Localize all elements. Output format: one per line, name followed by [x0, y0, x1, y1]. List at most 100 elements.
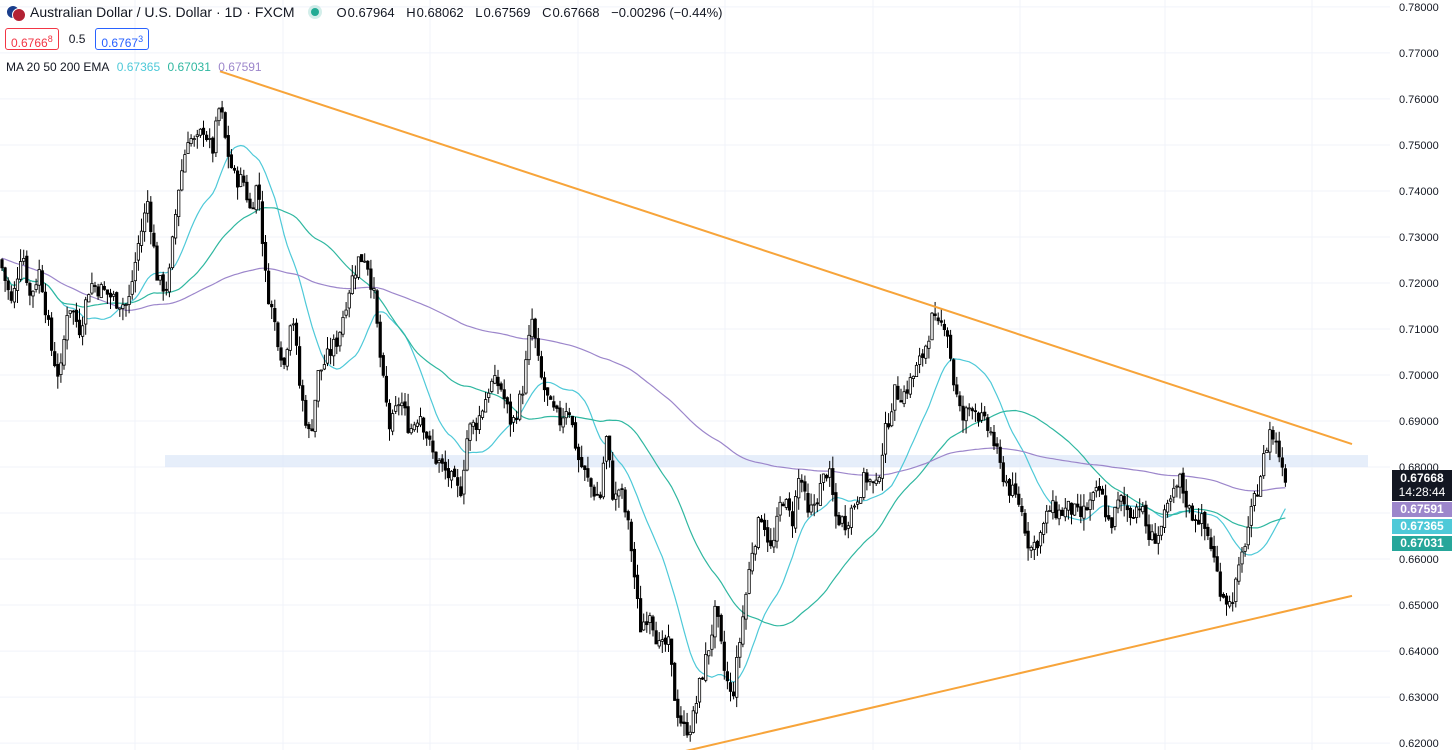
candle	[1048, 505, 1052, 512]
candle	[874, 472, 878, 487]
candle-body	[1268, 429, 1272, 453]
candle	[1144, 500, 1148, 534]
candle	[12, 281, 16, 309]
candle	[84, 296, 88, 335]
candle-body	[648, 615, 652, 623]
candle	[381, 352, 385, 378]
candle-body	[471, 421, 475, 427]
candle-body	[716, 606, 720, 617]
candle-body	[1240, 551, 1244, 565]
candle-body	[896, 385, 900, 400]
candle	[15, 266, 20, 304]
candle-body	[840, 516, 844, 524]
candle-body	[945, 330, 950, 337]
chart-grid	[0, 0, 1390, 750]
candle	[995, 437, 999, 454]
candle	[390, 409, 395, 436]
candle-body	[459, 486, 463, 497]
candle-body	[834, 492, 838, 517]
candle-body	[818, 483, 823, 506]
candle-body	[381, 355, 385, 376]
candle	[852, 503, 857, 510]
candle	[288, 324, 292, 356]
candle-body	[670, 638, 674, 665]
y-tick-label: 0.71000	[1399, 324, 1439, 336]
candle	[31, 290, 35, 308]
candle	[415, 419, 420, 433]
candle	[970, 406, 974, 420]
candle-body	[1135, 506, 1139, 518]
candle	[65, 306, 69, 350]
candle-body	[747, 569, 751, 594]
ema200-line	[1, 257, 1286, 492]
candle-body	[1007, 479, 1012, 496]
candle-body	[502, 389, 506, 399]
candle	[118, 307, 122, 317]
candle-body	[68, 310, 72, 314]
candle	[387, 399, 392, 441]
ask-price: 0.6767	[101, 36, 139, 50]
candle	[1119, 493, 1123, 512]
candle	[338, 331, 342, 352]
last-price-tag: 0.67668 14:28:44	[1392, 470, 1452, 501]
candle	[1029, 545, 1033, 558]
candle	[828, 460, 832, 487]
candle-body	[394, 405, 398, 412]
candle	[158, 275, 162, 286]
candlesticks	[0, 100, 1287, 742]
candle	[583, 465, 587, 481]
candle-body	[297, 346, 302, 386]
ma-legend[interactable]: MA 20 50 200 EMA 0.67365 0.67031 0.67591	[6, 60, 266, 74]
buy-button[interactable]: 0.67673	[95, 28, 150, 50]
candle-body	[530, 318, 534, 338]
sell-button[interactable]: 0.67668	[5, 28, 59, 50]
candle-body	[967, 407, 971, 410]
candle	[1069, 502, 1074, 525]
candle-body	[170, 236, 175, 269]
candle	[530, 308, 534, 341]
candle-body	[924, 345, 928, 359]
candle-body	[1156, 535, 1160, 544]
candle-body	[1011, 484, 1015, 496]
candle	[645, 611, 649, 633]
candle-body	[96, 286, 100, 297]
candle-body	[480, 410, 485, 418]
candle-body	[152, 232, 156, 247]
candle-body	[87, 294, 91, 303]
candle-body	[257, 184, 261, 200]
candle	[989, 426, 993, 436]
trendlines[interactable]	[219, 70, 1353, 750]
close-label: C	[542, 4, 552, 20]
candle	[660, 630, 664, 653]
candle	[152, 224, 156, 249]
candle	[933, 301, 937, 321]
candle-body	[335, 337, 339, 347]
candle-body	[620, 488, 624, 491]
candle-body	[99, 284, 103, 299]
candle-body	[1193, 519, 1198, 521]
candle	[201, 120, 206, 147]
market-status-icon[interactable]	[310, 8, 319, 16]
candle-body	[759, 518, 764, 523]
price-axis[interactable]: 0.78000 0.77000 0.76000 0.75000 0.74000 0.730…	[1399, 2, 1439, 750]
candle	[353, 265, 358, 290]
candle-body	[573, 422, 578, 449]
candle-body	[660, 639, 664, 642]
candle	[518, 390, 522, 422]
candle-body	[198, 128, 202, 136]
candle-body	[874, 479, 878, 485]
symbol-title[interactable]: Australian Dollar / U.S. Dollar · 1D · F…	[30, 4, 295, 20]
candle	[1042, 521, 1046, 544]
support-resistance-zone[interactable]	[165, 455, 1368, 468]
candle	[443, 450, 447, 480]
candle	[102, 281, 106, 291]
candle-body	[1206, 526, 1210, 537]
candle	[136, 235, 140, 271]
candle-body	[546, 387, 550, 396]
candle-body	[952, 359, 956, 386]
candle	[1051, 490, 1055, 520]
candle	[1218, 562, 1222, 602]
candle	[769, 528, 773, 549]
candle	[22, 249, 26, 265]
